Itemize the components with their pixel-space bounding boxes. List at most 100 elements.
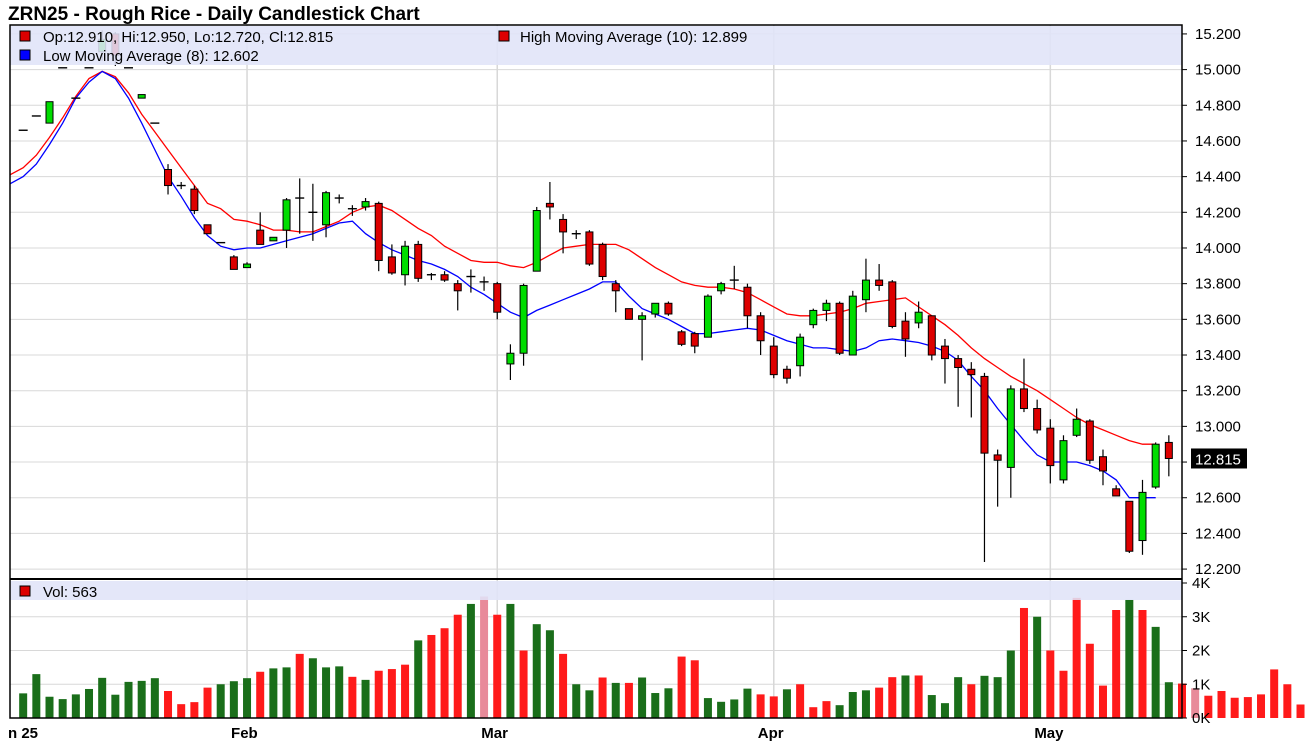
candle-body-up [532,210,541,272]
candle [532,206,541,272]
volume-bar [532,624,541,718]
volume-tick-label: 3K [1192,609,1210,626]
volume-bar [164,691,173,718]
volume-bar [374,670,383,718]
candle [493,281,502,320]
volume-bar [295,653,304,718]
chart-title: ZRN25 - Rough Rice - Daily Candlestick C… [8,4,420,25]
legend-band [10,26,1182,65]
volume-bar [743,688,752,718]
candle [809,308,818,329]
candle [571,230,581,240]
candle [703,294,712,338]
volume-bar [440,628,449,718]
candle [954,355,963,407]
price-tick-label: 13.000 [1195,418,1241,435]
candle [940,338,949,384]
volume-bar [875,687,884,718]
candle [664,301,673,316]
candle [1072,408,1081,438]
price-tick-label: 15.000 [1195,62,1241,79]
candle [690,331,699,354]
volume-bar [585,690,594,718]
volume-bar [269,668,278,718]
volume-bar [190,702,199,718]
candle-body-up [1151,443,1160,488]
volume-bar [809,707,818,718]
volume-bar [137,680,146,718]
volume-bar [638,677,647,718]
candle [282,198,291,248]
volume-bar [150,678,159,718]
candle [1112,485,1121,497]
candle-body-up [322,192,331,226]
volume-tick-label: 1K [1192,676,1210,693]
candle-body-up [638,315,647,320]
volume-bar [1191,688,1200,718]
candle-body-up [137,94,146,99]
volume-bar [177,704,186,718]
candle [414,240,423,282]
candle-body-down [1112,488,1121,497]
candle [888,280,897,329]
candle [401,240,410,286]
last-price-label: 12.815 [1195,451,1241,468]
candle-body-down [967,368,976,376]
volume-bar [480,596,489,718]
volume-bar [229,681,238,718]
price-tick-label: 13.200 [1195,383,1241,400]
volume-bar [1019,607,1028,718]
volume-bar [348,676,357,718]
candle-body-up [1072,418,1081,436]
volume-bar [967,684,976,718]
plot-border [9,24,1183,719]
volume-bar [1204,695,1213,718]
volume-bar [1059,670,1068,718]
candle-body-down [690,333,699,347]
price-tick-label: 12.400 [1195,525,1241,542]
candle-body-down [954,358,963,369]
candle-body-down [1033,408,1042,431]
price-tick-label: 14.600 [1195,133,1241,150]
volume-bar [401,664,410,718]
candle [45,101,54,124]
candle [1125,500,1134,554]
candle-body-down [743,286,752,317]
price-plot-area [10,25,1182,578]
candle-body-down [1125,500,1134,552]
volume-bar [927,695,936,718]
candle [611,280,620,313]
candle-body-down [598,243,607,278]
candle [1085,419,1094,464]
candle-body-down [664,302,673,315]
volume-bar [1006,650,1015,718]
price-tick-label: 13.800 [1195,276,1241,293]
volume-bar [45,696,54,718]
candle [1151,442,1160,489]
candle-body-down [677,331,686,345]
ohlc-legend-text: Op:12.910, Hi:12.950, Lo:12.720, Cl:12.8… [43,29,333,46]
candle-body-up [519,284,528,354]
volume-legend-text: Vol: 563 [43,584,97,601]
volume-legend-band [10,581,1182,600]
volume-bar [1243,697,1252,718]
volume-bar [545,630,554,718]
price-tick-label: 12.600 [1195,490,1241,507]
price-tick-label: 14.800 [1195,97,1241,114]
candle [322,190,331,238]
volume-bar [19,693,28,718]
volume-bar [1151,626,1160,718]
moving-average-lines [9,70,1156,499]
volume-bar [453,614,462,718]
x-tick-label: May [1034,725,1064,742]
volume-bar [282,667,291,718]
candle-body-up [861,279,870,301]
candle-body-down [1085,420,1094,461]
candle-body-up [401,245,410,276]
candle-body-down [927,315,936,356]
high-ma-legend-swatch [498,30,510,42]
volume-bar [58,699,67,718]
volume-bar [308,658,317,718]
volume-bar [519,650,528,718]
